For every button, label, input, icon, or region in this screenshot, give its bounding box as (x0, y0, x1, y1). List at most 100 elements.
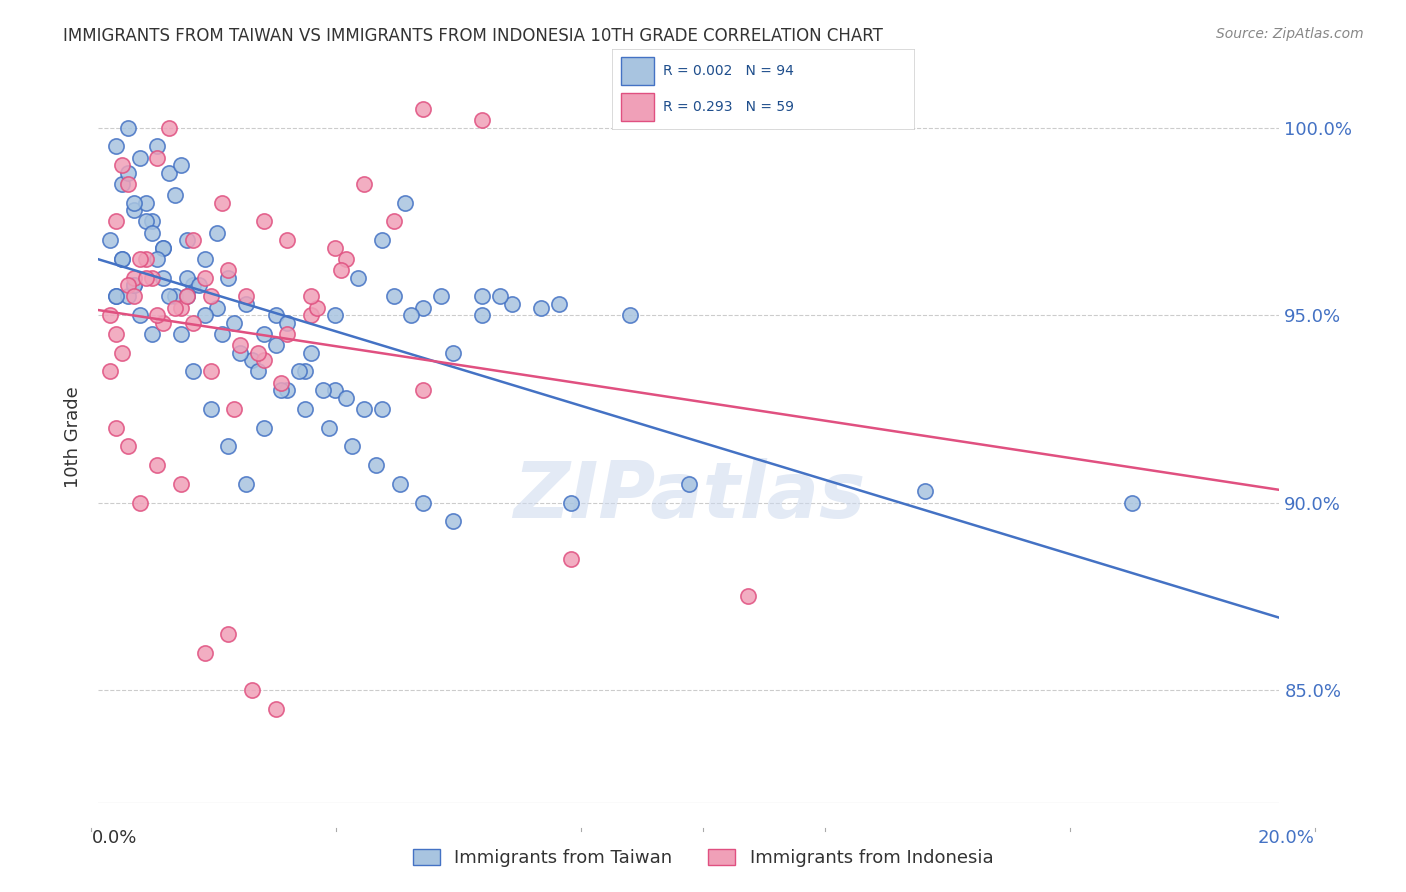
Text: Source: ZipAtlas.com: Source: ZipAtlas.com (1216, 27, 1364, 41)
Point (122, 278, 145, 293)
Point (141, 226, 163, 240)
Point (246, 345, 269, 359)
Point (194, 646, 217, 660)
Point (388, 477, 411, 491)
Point (305, 301, 328, 315)
Point (98, 308, 121, 322)
Point (312, 383, 335, 397)
Text: 0.0%: 0.0% (91, 829, 136, 847)
Point (176, 233, 198, 247)
Point (335, 391, 357, 405)
Point (111, 177, 134, 191)
Point (141, 270, 163, 285)
Point (117, 289, 139, 303)
Point (412, 383, 434, 397)
Point (152, 241, 174, 255)
Point (122, 270, 145, 285)
Point (235, 289, 257, 303)
Point (170, 326, 193, 341)
Point (152, 316, 174, 330)
Point (128, 308, 150, 322)
Point (157, 166, 180, 180)
Point (294, 401, 316, 416)
Point (224, 401, 246, 416)
Point (235, 297, 257, 311)
Point (240, 353, 263, 368)
Point (264, 702, 287, 716)
Text: R = 0.293   N = 59: R = 0.293 N = 59 (664, 100, 794, 114)
Point (111, 252, 134, 266)
Point (194, 308, 217, 322)
Point (394, 195, 416, 210)
Point (353, 177, 375, 191)
Point (382, 214, 405, 228)
Point (194, 252, 217, 266)
Point (152, 241, 174, 255)
Point (187, 278, 209, 293)
Point (253, 214, 276, 228)
Point (270, 376, 292, 390)
Point (122, 195, 145, 210)
Point (200, 364, 222, 378)
Point (217, 263, 239, 277)
Point (105, 326, 128, 341)
Point (135, 270, 157, 285)
Point (117, 177, 139, 191)
Point (294, 364, 316, 378)
Point (181, 364, 204, 378)
Point (412, 301, 434, 315)
Point (329, 263, 352, 277)
Point (501, 297, 523, 311)
Point (264, 308, 287, 322)
Point (105, 214, 128, 228)
Point (176, 289, 198, 303)
Point (105, 289, 128, 303)
Point (560, 496, 582, 510)
Point (176, 270, 198, 285)
Text: ZIPatlas: ZIPatlas (513, 458, 865, 533)
Point (364, 458, 387, 473)
Point (217, 440, 239, 454)
Point (146, 458, 169, 473)
Point (737, 590, 759, 604)
Point (253, 326, 276, 341)
Point (128, 252, 150, 266)
Point (914, 484, 936, 499)
Point (530, 301, 553, 315)
Bar (620, 94, 654, 121)
Point (122, 289, 145, 303)
Point (135, 195, 157, 210)
Point (276, 383, 298, 397)
Point (299, 308, 322, 322)
Point (353, 401, 375, 416)
Point (205, 301, 228, 315)
Point (98, 233, 121, 247)
Point (224, 316, 246, 330)
Point (135, 252, 157, 266)
Point (122, 278, 145, 293)
Point (371, 401, 394, 416)
Point (1121, 496, 1143, 510)
Point (229, 338, 252, 352)
Point (335, 252, 357, 266)
Point (211, 326, 233, 341)
Point (117, 166, 139, 180)
Text: R = 0.002   N = 94: R = 0.002 N = 94 (664, 64, 794, 78)
Point (246, 364, 269, 378)
Point (253, 420, 276, 434)
Point (105, 289, 128, 303)
Point (264, 338, 287, 352)
Point (678, 477, 700, 491)
Point (105, 420, 128, 434)
Text: IMMIGRANTS FROM TAIWAN VS IMMIGRANTS FROM INDONESIA 10TH GRADE CORRELATION CHART: IMMIGRANTS FROM TAIWAN VS IMMIGRANTS FRO… (63, 27, 883, 45)
Point (111, 345, 134, 359)
Point (441, 515, 464, 529)
Bar (620, 57, 654, 86)
Text: 20.0%: 20.0% (1258, 829, 1315, 847)
Point (105, 139, 128, 153)
Point (117, 120, 139, 135)
Point (205, 226, 228, 240)
Point (170, 301, 193, 315)
Point (111, 252, 134, 266)
Point (181, 233, 204, 247)
